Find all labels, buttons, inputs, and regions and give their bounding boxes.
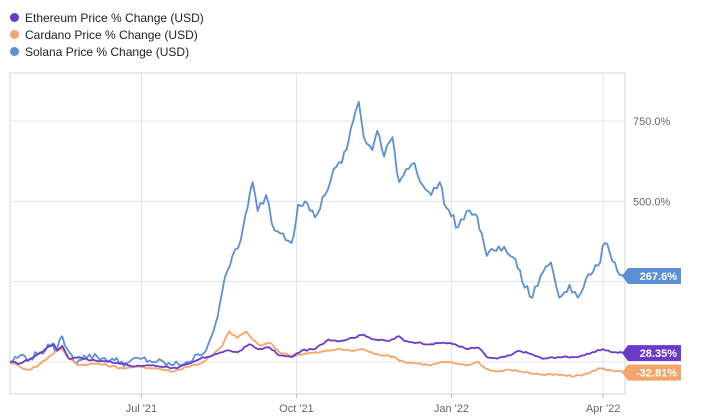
y-tick-label: 750.0% [633,116,671,128]
legend-label-cardano: Cardano Price % Change (USD) [25,27,198,42]
legend-item-ethereum[interactable]: Ethereum Price % Change (USD) [10,9,204,26]
plot-frame [9,72,626,395]
legend-label-ethereum: Ethereum Price % Change (USD) [25,10,204,25]
end-value-label-1: -32.81% [622,364,681,381]
x-tick-label: Jan '22 [434,403,469,415]
end-value-text: 267.6% [640,271,678,283]
end-value-text: -32.81% [636,368,677,380]
x-tick-label: Oct '21 [279,403,314,415]
legend-item-cardano[interactable]: Cardano Price % Change (USD) [10,26,204,43]
end-value-label-0: 28.35% [622,345,681,362]
end-value-flag [622,345,681,362]
end-value-flag [622,268,681,285]
x-tick-label: Apr '22 [586,403,621,415]
end-value-label-2: 267.6% [622,268,681,285]
legend-swatch-cardano [10,30,19,39]
legend-label-solana: Solana Price % Change (USD) [25,44,190,59]
legend-swatch-solana [10,47,19,56]
series-line-0 [9,333,626,370]
end-value-text: 28.35% [640,348,678,360]
x-tick-label: Jul '21 [126,403,157,415]
y-tick-label: 500.0% [633,196,671,208]
legend-item-solana[interactable]: Solana Price % Change (USD) [10,43,204,60]
series-line-1 [9,330,626,378]
legend-swatch-ethereum [10,13,19,22]
chart-legend: Ethereum Price % Change (USD) Cardano Pr… [10,9,204,60]
end-value-flag [622,364,681,381]
series-line-2 [9,101,626,368]
